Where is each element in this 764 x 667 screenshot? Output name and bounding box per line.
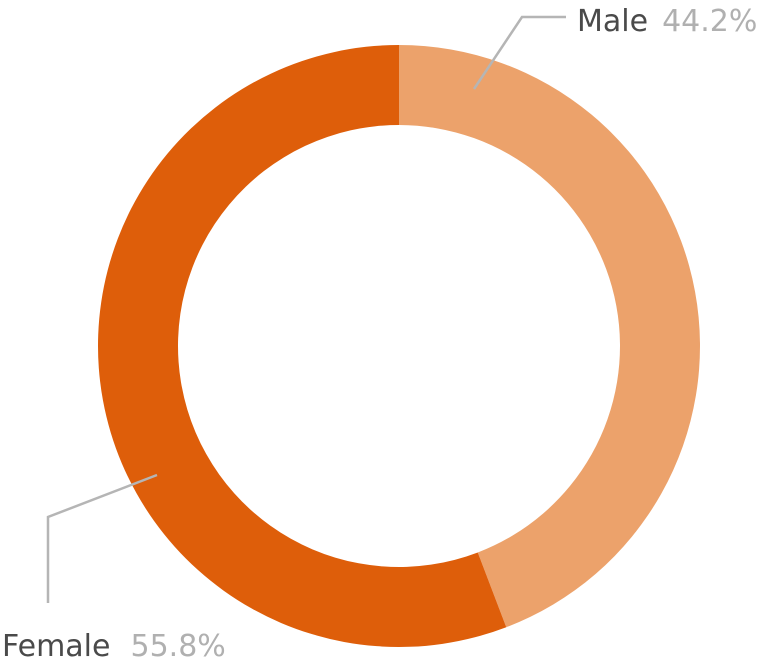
female-leader-line: [46, 473, 158, 603]
female-value-label: 55.8%: [130, 629, 225, 664]
donut-slices: [97, 45, 700, 647]
male-value-label: 44.2%: [662, 4, 757, 39]
slice-female: [97, 45, 507, 647]
female-name-label: Female: [2, 629, 110, 664]
male-label: Male 44.2%: [577, 4, 757, 39]
male-leader-line: [472, 15, 566, 90]
female-label: Female 55.8%: [2, 629, 226, 664]
male-name-label: Male: [577, 4, 648, 39]
slice-male: [399, 45, 700, 628]
